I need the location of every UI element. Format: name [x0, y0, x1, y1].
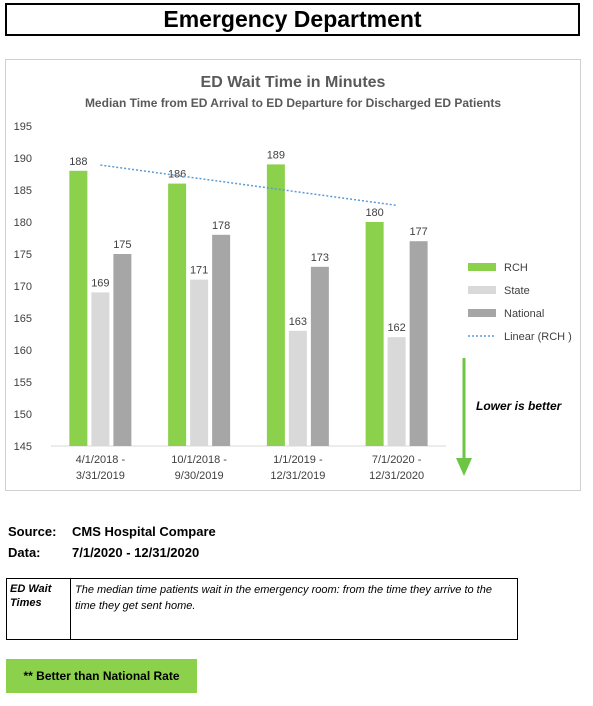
- ed-wait-time-chart: ED Wait Time in Minutes Median Time from…: [14, 74, 572, 482]
- y-tick-label: 150: [14, 409, 32, 421]
- legend-label-rch: RCH: [504, 262, 528, 274]
- chart-title: ED Wait Time in Minutes: [201, 74, 386, 91]
- bar-national: [409, 241, 428, 446]
- chart-subtitle: Median Time from ED Arrival to ED Depart…: [85, 96, 501, 110]
- data-label: 169: [91, 277, 109, 289]
- data-label: 186: [168, 169, 186, 181]
- data-label: 188: [69, 156, 87, 168]
- data-value: 7/1/2020 - 12/31/2020: [72, 545, 200, 560]
- lower-is-better-annotation: Lower is better: [476, 399, 563, 413]
- better-than-national-badge: ** Better than National Rate: [6, 659, 197, 693]
- x-tick-label: 12/31/2019: [270, 470, 325, 482]
- data-label: 189: [267, 149, 285, 161]
- legend-label-national: National: [504, 308, 544, 320]
- bar-state: [387, 337, 406, 446]
- bar-state: [190, 279, 209, 446]
- y-tick-label: 195: [14, 121, 32, 133]
- x-tick-label: 7/1/2020 -: [372, 454, 422, 466]
- y-tick-label: 170: [14, 281, 32, 293]
- data-label: 180: [365, 207, 383, 219]
- y-tick-label: 165: [14, 313, 32, 325]
- x-tick-label: 12/31/2020: [369, 470, 424, 482]
- y-tick-label: 145: [14, 441, 32, 453]
- bar-rch: [69, 170, 88, 447]
- legend-swatch-national: [468, 309, 496, 317]
- page-title: Emergency Department: [5, 3, 580, 36]
- bar-national: [113, 254, 132, 446]
- arrow-shaft: [462, 358, 466, 458]
- chart-frame: ED Wait Time in Minutes Median Time from…: [5, 59, 581, 491]
- bar-rch: [365, 222, 384, 446]
- definition-term: ED Wait Times: [7, 579, 71, 639]
- x-tick-label: 10/1/2018 -: [171, 454, 227, 466]
- legend-label-trendline: Linear (RCH ): [504, 331, 572, 343]
- trendline-rch: [100, 164, 397, 207]
- data-label: 175: [113, 239, 131, 251]
- y-tick-label: 190: [14, 153, 32, 165]
- bar-state: [91, 292, 110, 446]
- data-label: 177: [409, 226, 427, 238]
- bar-rch: [266, 164, 285, 446]
- data-label: Data:: [8, 545, 41, 560]
- down-arrow-icon: [456, 458, 472, 476]
- legend-label-state: State: [504, 285, 530, 297]
- source-label: Source:: [8, 524, 57, 539]
- x-tick-label: 3/31/2019: [76, 470, 125, 482]
- source-value: CMS Hospital Compare: [72, 524, 216, 539]
- bar-state: [288, 330, 307, 446]
- x-tick-label: 9/30/2019: [175, 470, 224, 482]
- y-tick-label: 175: [14, 249, 32, 261]
- data-label: 173: [311, 252, 329, 264]
- data-label: 178: [212, 220, 230, 232]
- y-tick-label: 180: [14, 217, 32, 229]
- data-label: 163: [289, 316, 307, 328]
- x-tick-label: 1/1/2019 -: [273, 454, 323, 466]
- y-tick-label: 160: [14, 345, 32, 357]
- legend-swatch-state: [468, 286, 496, 294]
- bar-national: [212, 234, 231, 446]
- y-tick-label: 185: [14, 185, 32, 197]
- data-label: 171: [190, 265, 208, 277]
- data-label: 162: [387, 322, 405, 334]
- y-tick-label: 155: [14, 377, 32, 389]
- bar-rch: [168, 183, 187, 446]
- x-tick-label: 4/1/2018 -: [76, 454, 126, 466]
- bar-national: [310, 266, 329, 446]
- legend-swatch-rch: [468, 263, 496, 271]
- source-block: Source: CMS Hospital Compare Data: 7/1/2…: [8, 521, 216, 563]
- definition-table: ED Wait Times The median time patients w…: [6, 578, 518, 640]
- definition-text: The median time patients wait in the eme…: [75, 584, 492, 612]
